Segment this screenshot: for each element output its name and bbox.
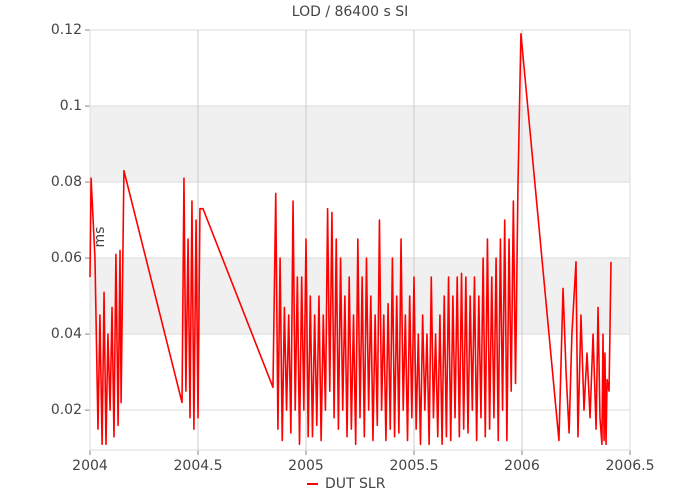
- x-tick-label: 2005.5: [390, 458, 439, 474]
- y-tick-label: 0.02: [51, 402, 82, 418]
- x-tick-label: 2006: [504, 458, 540, 474]
- x-tick-label: 2005: [288, 458, 324, 474]
- band: [90, 106, 630, 183]
- chart-title: LOD / 86400 s SI: [292, 4, 408, 20]
- data-line: [89, 33, 612, 446]
- x-tick-label: 2004.5: [174, 458, 223, 474]
- y-tick-label: 0.04: [51, 326, 82, 342]
- x-tick-label: 2006.5: [606, 458, 655, 474]
- y-tick-label: 0.08: [51, 174, 82, 190]
- x-tick-label: 2004: [72, 458, 108, 474]
- legend-label: DUT SLR: [325, 476, 386, 492]
- band: [90, 258, 630, 335]
- y-tick-label: 0.12: [51, 22, 82, 38]
- y-tick-label: 0.1: [60, 98, 82, 114]
- y-axis-label: ms: [92, 227, 108, 248]
- y-tick-label: 0.06: [51, 250, 82, 266]
